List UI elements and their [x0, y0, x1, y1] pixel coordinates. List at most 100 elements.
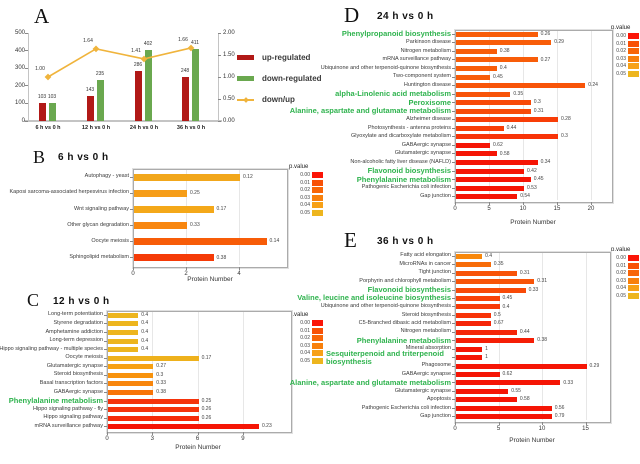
row-tick-mark: [104, 331, 107, 333]
pvalue-annotation: 1: [485, 354, 488, 361]
x-gridline: [197, 312, 199, 430]
row-tick-mark: [452, 42, 455, 44]
pathway-label: Glutamatergic synapse: [46, 362, 103, 369]
x-tick-mark: [107, 432, 108, 435]
pvalue-annotation: 0.3: [156, 371, 164, 378]
x-tick-label: 9: [241, 436, 245, 442]
x-tick-mark: [557, 202, 558, 205]
pvalue-annotation: 0.35: [513, 90, 524, 97]
x-tick-label: 0: [105, 436, 109, 442]
category-label: 36 h vs 0 h: [176, 125, 206, 131]
x-gridline: [523, 31, 524, 200]
x-tick-label: 2: [184, 271, 188, 277]
pathway-label-highlighted: Peroxisome: [408, 97, 451, 107]
pvalue-annotation: 0.67: [493, 320, 504, 327]
protein-count-bar: [456, 304, 500, 310]
up-bar-value: 103: [37, 93, 47, 100]
row-tick-mark: [452, 399, 455, 401]
row-tick-mark: [452, 289, 455, 291]
pvalue-legend-entry: 0.01: [289, 327, 323, 334]
pathway-label: Glutamatergic synapse: [394, 387, 451, 394]
row-tick-mark: [104, 374, 107, 376]
pvalue-annotation: 0.45: [533, 176, 544, 183]
protein-count-bar: [456, 134, 558, 140]
protein-count-bar: [456, 117, 558, 123]
pvalue-annotation: 0.4: [502, 303, 510, 310]
pvalue-annotation: 0.4: [141, 320, 149, 327]
pvalue-legend-label: 0.02: [616, 270, 626, 276]
row-tick-mark: [104, 366, 107, 368]
protein-count-bar: [456, 91, 511, 97]
protein-count-bar: [456, 125, 504, 131]
pathway-label-highlighted: Phenylalanine metabolism: [8, 396, 103, 405]
right-axis-tick-label: 1.00: [223, 74, 235, 80]
panel-c-letter: C: [27, 290, 40, 310]
x-gridline: [152, 312, 154, 430]
row-tick-mark: [130, 241, 133, 243]
pvalue-legend-swatch: [628, 48, 639, 54]
x-tick-label: 0: [453, 206, 457, 212]
pvalue-legend-label: 0.04: [616, 285, 626, 291]
protein-count-bar: [134, 205, 214, 213]
row-tick-mark: [452, 264, 455, 266]
x-tick-label: 15: [582, 426, 589, 432]
pvalue-legend-swatch: [312, 209, 323, 216]
protein-count-bar: [456, 48, 497, 54]
pvalue-annotation: 0.53: [527, 184, 537, 191]
pvalue-annotation: 0.4: [499, 65, 507, 72]
pvalue-annotation: 0.33: [156, 380, 167, 387]
pvalue-legend-swatch: [312, 342, 323, 349]
pvalue-legend-swatch: [628, 270, 639, 276]
protein-count-bar: [456, 338, 535, 344]
protein-count-bar: [108, 381, 154, 387]
left-axis-tick-label: 0: [21, 118, 25, 124]
protein-count-bar: [456, 397, 517, 403]
pvalue-annotation: 0.27: [540, 56, 551, 63]
pvalue-legend-swatch: [312, 357, 323, 364]
pathway-label: Oocyte meiosis: [65, 354, 103, 361]
panel-e-pvalue-legend: p.value 0.00 0.01 0.02 0.03 0.04 0.05: [611, 247, 639, 300]
x-tick-mark: [242, 432, 244, 435]
protein-count-bar: [456, 372, 500, 378]
row-tick-mark: [452, 179, 455, 181]
pathway-label-highlighted: Valine, leucine and isoleucine biosynthe…: [297, 293, 451, 303]
pvalue-annotation: 0.33: [528, 286, 539, 293]
pathway-label: Oocyte meiosis: [91, 237, 129, 244]
pvalue-legend-label: 0.02: [300, 187, 310, 193]
x-tick-mark: [489, 202, 490, 205]
pvalue-annotation: 0.38: [156, 389, 167, 396]
row-tick-mark: [104, 391, 107, 393]
pvalue-legend-entry: 0.03: [611, 55, 639, 62]
up-regulated-bar: [182, 77, 189, 121]
pvalue-annotation: 0.26: [201, 406, 212, 413]
pvalue-legend-swatch: [628, 40, 639, 47]
down-bar-value: 103: [47, 93, 57, 100]
row-tick-mark: [104, 400, 107, 402]
pvalue-annotation: 0.28: [561, 116, 571, 123]
up-bar-value: 248: [180, 68, 190, 75]
row-tick-mark: [452, 348, 455, 350]
pathway-label: Kaposi sarcoma-associated herpesvirus in…: [9, 189, 129, 196]
up-bar-value: 286: [133, 61, 143, 68]
bottom-axis-line: [24, 120, 222, 122]
pvalue-legend-label: 0.01: [300, 179, 310, 186]
protein-count-bar: [108, 338, 139, 344]
right-axis-tick: [218, 54, 221, 56]
protein-count-bar: [456, 262, 491, 268]
pvalue-legend-swatch: [628, 55, 639, 62]
pvalue-legend-swatch: [628, 285, 639, 291]
pathway-label-highlighted: Sesquiterpenoid and triterpenoid biosynt…: [326, 348, 444, 366]
pathway-label: MicroRNAs in cancer: [399, 260, 451, 267]
pvalue-legend-swatch: [628, 277, 639, 284]
row-tick-mark: [130, 257, 133, 259]
pvalue-legend-label: 0.00: [616, 33, 626, 39]
protein-count-bar: [456, 151, 497, 157]
pvalue-annotation: 0.29: [589, 362, 600, 369]
pvalue-annotation: 0.29: [554, 39, 564, 46]
protein-count-bar: [456, 253, 483, 259]
x-tick-mark: [523, 202, 524, 205]
pathway-label: Sphingolipid metabolism: [69, 254, 129, 261]
pvalue-annotation: 0.27: [156, 363, 167, 370]
right-axis-tick: [218, 32, 221, 34]
x-tick-label: 15: [553, 206, 561, 212]
